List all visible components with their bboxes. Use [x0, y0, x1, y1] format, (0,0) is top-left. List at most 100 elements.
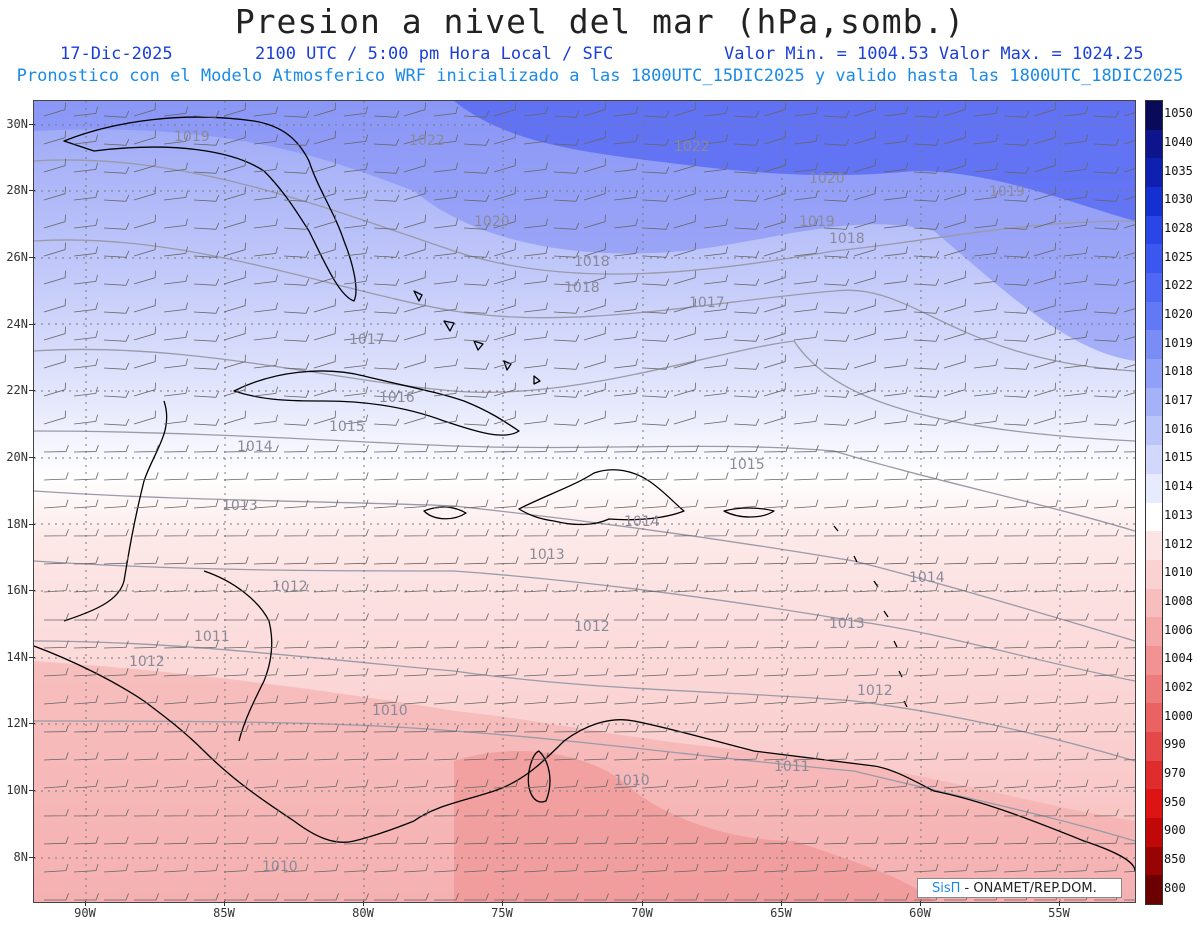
wind-barb [973, 190, 999, 201]
colorbar-label: 900 [1164, 823, 1186, 838]
wind-barb [733, 724, 759, 733]
wind-barb [583, 158, 607, 173]
wind-barb [163, 330, 189, 341]
wind-barb [1093, 222, 1120, 230]
wind-barb [403, 270, 427, 285]
colorbar-label: 1014 [1164, 479, 1193, 494]
wind-barb [493, 779, 519, 789]
wind-barb [133, 499, 159, 509]
wind-barb [193, 863, 219, 873]
wind-barb [853, 529, 879, 537]
wind-barb [853, 752, 879, 761]
wind-barb [313, 214, 337, 229]
wind-barb [523, 695, 549, 705]
isobar-label: 1013 [222, 498, 258, 514]
wind-barb [823, 613, 849, 621]
credit-box: SisΠ - ONAMET/REP.DOM. [917, 878, 1122, 898]
wind-barb [493, 836, 519, 845]
wind-barb [613, 499, 639, 509]
colorbar-label: 1040 [1164, 135, 1193, 150]
colorbar-cell [1146, 359, 1162, 389]
wind-barb [463, 809, 489, 817]
wind-barb [1123, 815, 1135, 817]
wind-barb [853, 556, 879, 565]
wind-barb [763, 130, 787, 145]
wind-barb [1033, 836, 1059, 845]
wind-barb [253, 809, 279, 817]
wind-barb [73, 499, 99, 509]
wind-barb [343, 893, 369, 901]
wind-barb [493, 354, 517, 369]
colorbar-cell [1146, 273, 1162, 303]
wind-barb [73, 529, 99, 537]
colorbar-label: 1020 [1164, 307, 1193, 322]
wind-barb [913, 695, 939, 705]
wind-barb [463, 306, 490, 314]
wind-barb [343, 752, 369, 761]
wind-barb [373, 613, 399, 621]
wind-barb [163, 386, 189, 397]
wind-barb [463, 222, 490, 230]
wind-barb [853, 613, 879, 621]
wind-barb [943, 472, 969, 481]
wind-barb [673, 214, 697, 229]
wind-barb [853, 186, 877, 201]
wind-barb [433, 893, 459, 901]
wind-barb [913, 278, 940, 286]
wind-barb [433, 863, 459, 873]
wind-barb [613, 779, 639, 789]
wind-barb [553, 695, 579, 705]
wind-barb [1093, 138, 1120, 146]
wind-barb [163, 583, 189, 593]
wind-barb [43, 640, 69, 649]
wind-barb [613, 893, 639, 901]
wind-barb [103, 362, 130, 370]
wind-barb [613, 472, 639, 481]
wind-barb [793, 246, 819, 257]
wind-barb [823, 166, 850, 174]
wind-barb [1123, 308, 1135, 313]
wind-barb [193, 836, 219, 845]
wind-barb [643, 166, 670, 174]
wind-barb [883, 472, 909, 481]
wind-barb [133, 354, 157, 369]
wind-barb [283, 556, 309, 565]
wind-barb [103, 250, 130, 258]
colorbar-cell [1146, 158, 1162, 188]
wind-barb [403, 752, 429, 761]
wind-barb [523, 134, 549, 145]
wind-barb [853, 836, 879, 845]
wind-barb [313, 724, 339, 733]
wind-barb [343, 499, 369, 509]
wind-barb [373, 222, 400, 230]
isobar-label: 1022 [409, 133, 445, 149]
wind-barb [133, 472, 159, 481]
wind-barb [403, 529, 429, 537]
wind-barb [1033, 326, 1057, 341]
wind-barb [853, 499, 879, 509]
wind-barb [703, 274, 729, 285]
wind-barb [523, 386, 549, 397]
wind-barb [913, 583, 939, 593]
wind-barb [1003, 613, 1029, 621]
wind-barb [133, 613, 159, 621]
lat-tick [29, 590, 35, 591]
wind-barb [853, 695, 879, 705]
wind-barb [133, 186, 157, 201]
wind-barb [553, 556, 579, 565]
wind-barb [163, 106, 189, 117]
wind-barb [883, 444, 909, 453]
colorbar-label: 1025 [1164, 249, 1193, 264]
lat-label: 22N [6, 383, 28, 397]
wind-barb [823, 583, 849, 593]
isobar-label: 1012 [574, 619, 610, 635]
wind-barb [733, 893, 759, 901]
wind-barb [703, 556, 729, 565]
wind-barb [73, 218, 99, 229]
wind-barb [733, 836, 759, 845]
wind-barb [1003, 640, 1029, 649]
lon-label: 80W [352, 906, 374, 920]
wind-barb [1093, 418, 1120, 426]
wind-barb [43, 410, 67, 425]
wind-barb [733, 250, 760, 258]
